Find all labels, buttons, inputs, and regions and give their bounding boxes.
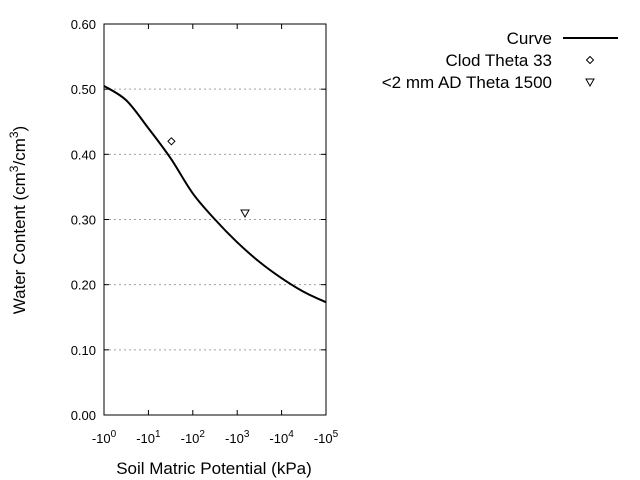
x-tick-label: -103 [225,429,250,446]
y-tick-label: 0.30 [71,213,96,228]
x-tick-label: -104 [269,429,294,446]
ticks: 0.00 0.10 0.20 0.30 0.40 0.50 0.60 -100 -101 -102… [71,17,339,446]
legend-marker-triangle-down [585,78,595,88]
legend-label: Clod Theta 33 [446,51,552,70]
y-tick-label: 0.40 [71,147,96,162]
legend: Curve Clod Theta 33 <2 mm AD Theta 1500 [382,29,618,92]
x-tick-label: -105 [314,429,339,446]
marks [103,85,327,304]
x-tick-label: -102 [181,429,206,446]
legend-marker-diamond [585,55,595,65]
x-tick-label: -100 [92,429,117,446]
x-tick-label: -101 [136,429,161,446]
x-axis-label: Soil Matric Potential (kPa) [116,459,312,478]
y-tick-label: 0.00 [71,408,96,423]
data-point-triangle-down [240,209,250,218]
data-point-diamond [167,137,176,146]
y-tick-label: 0.60 [71,17,96,32]
y-tick-label: 0.10 [71,343,96,358]
y-tick-label: 0.20 [71,278,96,293]
legend-label: Curve [507,29,552,48]
y-tick-label: 0.50 [71,82,96,97]
curve-line [103,85,327,304]
y-axis-label: Water Content (cm3/cm3) [7,126,29,314]
legend-label: <2 mm AD Theta 1500 [382,73,552,92]
